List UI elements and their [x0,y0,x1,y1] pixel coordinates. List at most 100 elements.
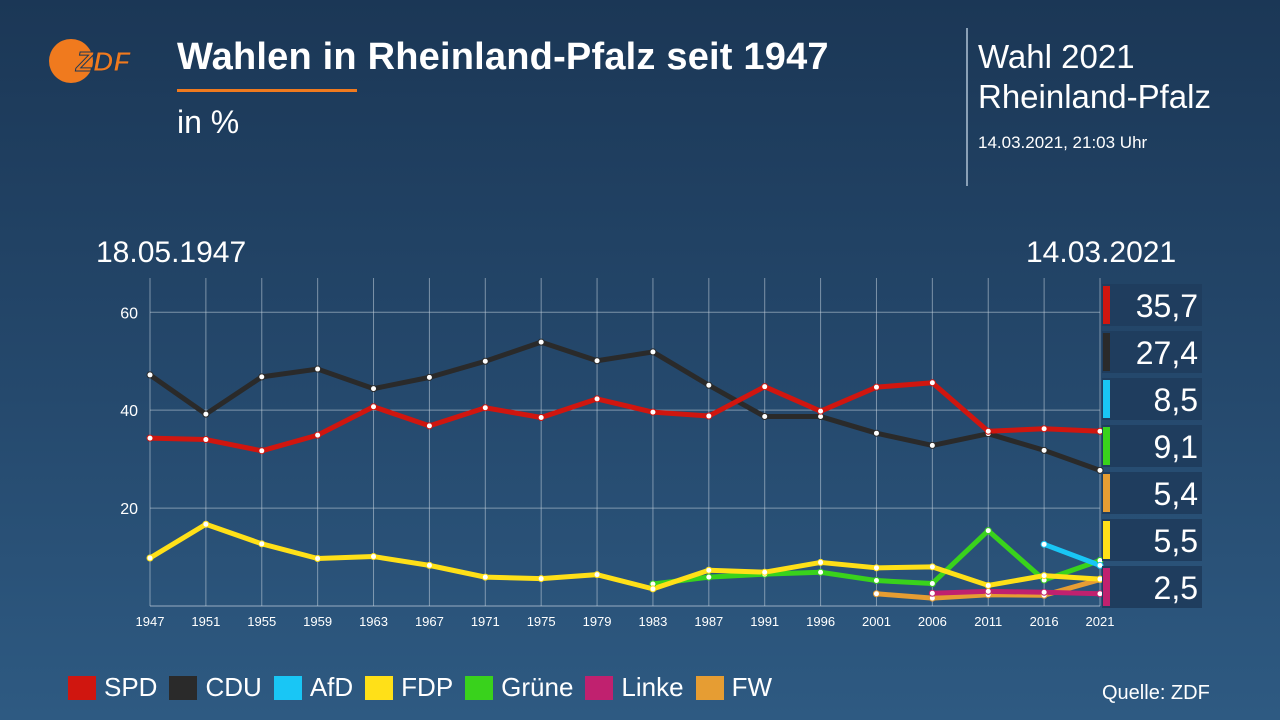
x-tick-label: 2016 [1030,614,1059,629]
data-point-spd [202,436,210,444]
series-line-afd [1041,541,1103,568]
data-point-fdp [1040,572,1048,580]
result-color-fw [1103,474,1110,512]
data-point-fdp [872,564,880,572]
data-point-fdp [984,581,992,589]
x-tick-label: 1947 [136,614,165,629]
legend-label: AfD [309,672,354,702]
timestamp: 14.03.2021, 21:03 Uhr [978,133,1148,152]
series-line-linke [929,588,1103,597]
x-tick-label: 1963 [359,614,388,629]
legend-item-spd: SPD [68,672,157,703]
result-color-afd [1103,380,1110,418]
data-point-fdp [314,555,322,563]
data-point-spd [258,447,266,455]
election-label: Wahl 2021 [978,38,1135,75]
data-point-spd [1040,425,1048,433]
legend-item-cdu: CDU [169,672,262,703]
data-point-spd [425,422,433,430]
data-point-cdu [146,371,154,379]
x-tick-label: 1983 [638,614,667,629]
y-tick-label: 60 [120,305,138,322]
legend-swatch [68,675,96,700]
data-point-cdu [705,381,713,389]
data-point-fdp [649,585,657,593]
legend-swatch [695,675,724,700]
legend-label: CDU [205,672,262,702]
series-line-fdp [147,521,1103,592]
data-point-cdu [928,441,936,449]
data-point-grüne [817,568,825,576]
result-color-grüne [1103,427,1110,465]
result-box-linke [1102,566,1202,608]
data-point-cdu [1040,446,1048,454]
result-box-afd [1102,378,1202,420]
data-point-afd [1096,561,1104,569]
legend-label: Linke [621,672,684,702]
data-point-fdp [705,566,713,574]
x-tick-label: 2011 [974,614,1002,629]
data-point-fw [872,590,880,598]
result-color-cdu [1103,333,1110,371]
data-point-fdp [537,575,545,583]
result-value-grüne: 9,1 [1154,429,1198,465]
legend-swatch [365,675,394,700]
legend-item-linke: Linke [585,672,684,703]
legend-swatch [273,675,302,700]
x-tick-label: 1975 [527,614,556,629]
x-tick-label: 1971 [471,614,500,629]
chart-subtitle: in % [177,104,240,140]
legend-label: SPD [104,672,158,702]
data-point-fdp [202,520,210,528]
result-value-cdu: 27,4 [1136,335,1198,371]
x-tick-label: 1955 [247,614,276,629]
data-point-fdp [817,558,825,566]
data-point-spd [817,407,825,415]
data-point-spd [370,403,378,411]
header-divider [966,28,968,186]
source-note: Quelle: ZDF [1102,682,1210,704]
data-point-spd [761,383,769,391]
data-point-cdu [872,429,880,437]
y-tick-label: 40 [120,403,138,420]
result-box-fw [1102,472,1202,514]
svg-text:ZDF: ZDF [75,46,131,77]
x-tick-label: 2001 [862,614,891,629]
data-point-fdp [258,540,266,548]
result-value-fdp: 5,5 [1154,523,1198,559]
x-tick-label: 1951 [191,614,220,629]
data-point-fdp [146,554,154,562]
result-value-afd: 8,5 [1154,382,1198,418]
legend-label: Grüne [501,672,574,702]
result-box-spd [1102,284,1202,326]
data-point-cdu [370,385,378,393]
data-point-cdu [481,357,489,365]
data-point-spd [314,431,322,439]
x-tick-label: 2021 [1086,614,1115,629]
x-tick-label: 1987 [694,614,723,629]
legend-item-fw: FW [695,672,772,703]
series-line-spd [147,380,1103,454]
result-value-spd: 35,7 [1136,288,1198,324]
data-point-linke [984,587,992,595]
data-point-spd [872,383,880,391]
legend: SPD CDU AfD FDP Grüne Linke FW [68,672,784,703]
data-point-grüne [984,527,992,535]
data-point-fdp [370,553,378,561]
result-value-fw: 5,4 [1154,476,1198,512]
result-color-spd [1103,286,1110,324]
result-box-cdu [1102,331,1202,373]
data-point-linke [1040,588,1048,596]
result-box-fdp [1102,519,1202,561]
result-color-linke [1103,568,1110,606]
legend-swatch [465,675,494,700]
y-tick-label: 20 [120,501,138,518]
result-value-linke: 2,5 [1154,570,1198,606]
data-point-cdu [314,365,322,373]
data-point-spd [537,414,545,422]
data-point-spd [984,427,992,435]
end-date: 14.03.2021 [1026,236,1177,269]
legend-item-fdp: FDP [365,672,453,703]
title-underline [177,89,357,92]
data-point-spd [481,404,489,412]
